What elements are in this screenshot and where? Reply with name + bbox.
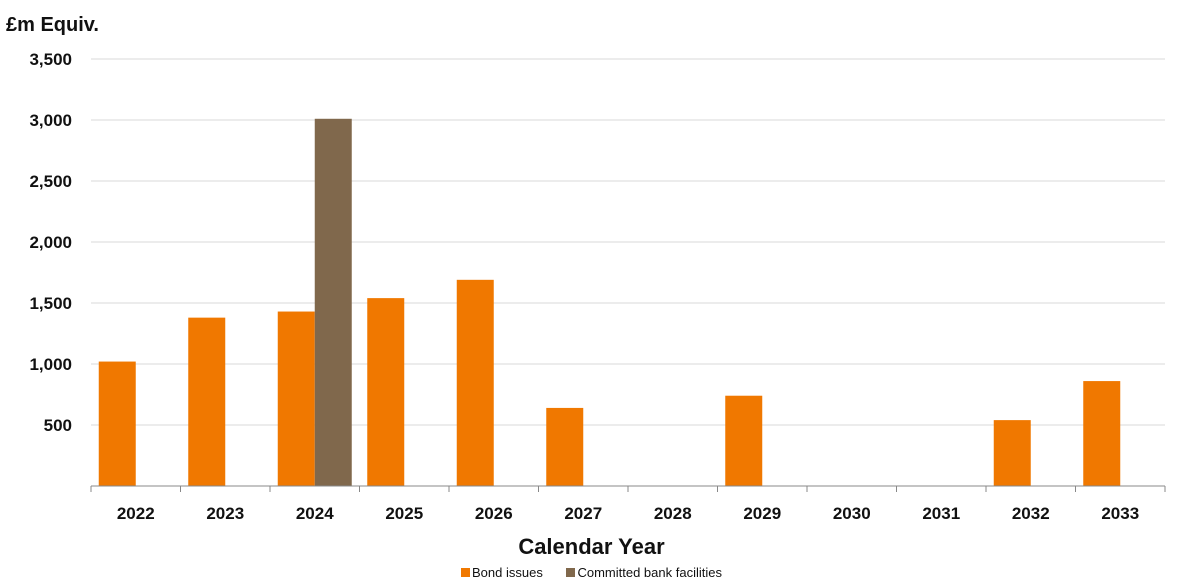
bar-bond-issues-2026 <box>456 279 494 486</box>
y-tick-label: 2,000 <box>29 233 72 252</box>
y-tick-labels: 500 1,000 1,500 2,000 2,500 3,000 3,500 <box>29 50 72 435</box>
x-tick-label: 2027 <box>564 504 602 523</box>
x-tick-label: 2033 <box>1101 504 1139 523</box>
x-tick-label: 2032 <box>1012 504 1050 523</box>
bar-bond-issues-2027 <box>546 407 584 486</box>
legend-label-bond-issues: Bond issues <box>472 565 543 580</box>
x-tick-label: 2024 <box>296 504 334 523</box>
bar-committed-bank-facilities-2024 <box>314 118 352 486</box>
x-tick-label: 2023 <box>206 504 244 523</box>
legend: Bond issues Committed bank facilities <box>0 565 1183 580</box>
bar-bond-issues-2025 <box>367 298 405 486</box>
x-tick-label: 2030 <box>833 504 871 523</box>
x-tick-label: 2022 <box>117 504 155 523</box>
bars <box>98 118 1121 486</box>
y-tick-label: 1,500 <box>29 294 72 313</box>
bar-bond-issues-2023 <box>188 317 226 486</box>
x-tick-label: 2029 <box>743 504 781 523</box>
y-axis-title: £m Equiv. <box>6 14 99 36</box>
legend-swatch-committed-bank-facilities <box>566 568 576 577</box>
x-tick-label: 2028 <box>654 504 692 523</box>
legend-swatch-bond-issues <box>461 568 471 577</box>
bar-bond-issues-2022 <box>98 361 136 486</box>
y-tick-label: 2,500 <box>29 172 72 191</box>
legend-item-committed-bank-facilities: Committed bank facilities <box>566 565 722 580</box>
gridlines <box>91 58 1165 426</box>
x-axis-title: Calendar Year <box>518 534 665 559</box>
bar-bond-issues-2029 <box>725 395 763 486</box>
y-tick-label: 500 <box>44 416 72 435</box>
x-tick-labels: 2022 2023 2024 2025 2026 2027 2028 2029 2030 2031… <box>117 504 1139 523</box>
x-axis <box>90 485 1166 492</box>
y-tick-label: 3,500 <box>29 50 72 69</box>
y-tick-label: 1,000 <box>29 355 72 374</box>
bar-bond-issues-2033 <box>1083 381 1121 486</box>
x-tick-label: 2026 <box>475 504 513 523</box>
legend-item-bond-issues: Bond issues <box>461 565 543 580</box>
y-tick-label: 3,000 <box>29 111 72 130</box>
x-tick-label: 2031 <box>922 504 960 523</box>
x-tick-label: 2025 <box>385 504 423 523</box>
legend-label-committed-bank-facilities: Committed bank facilities <box>577 565 722 580</box>
bar-bond-issues-2032 <box>993 420 1031 486</box>
bar-bond-issues-2024 <box>277 311 315 486</box>
